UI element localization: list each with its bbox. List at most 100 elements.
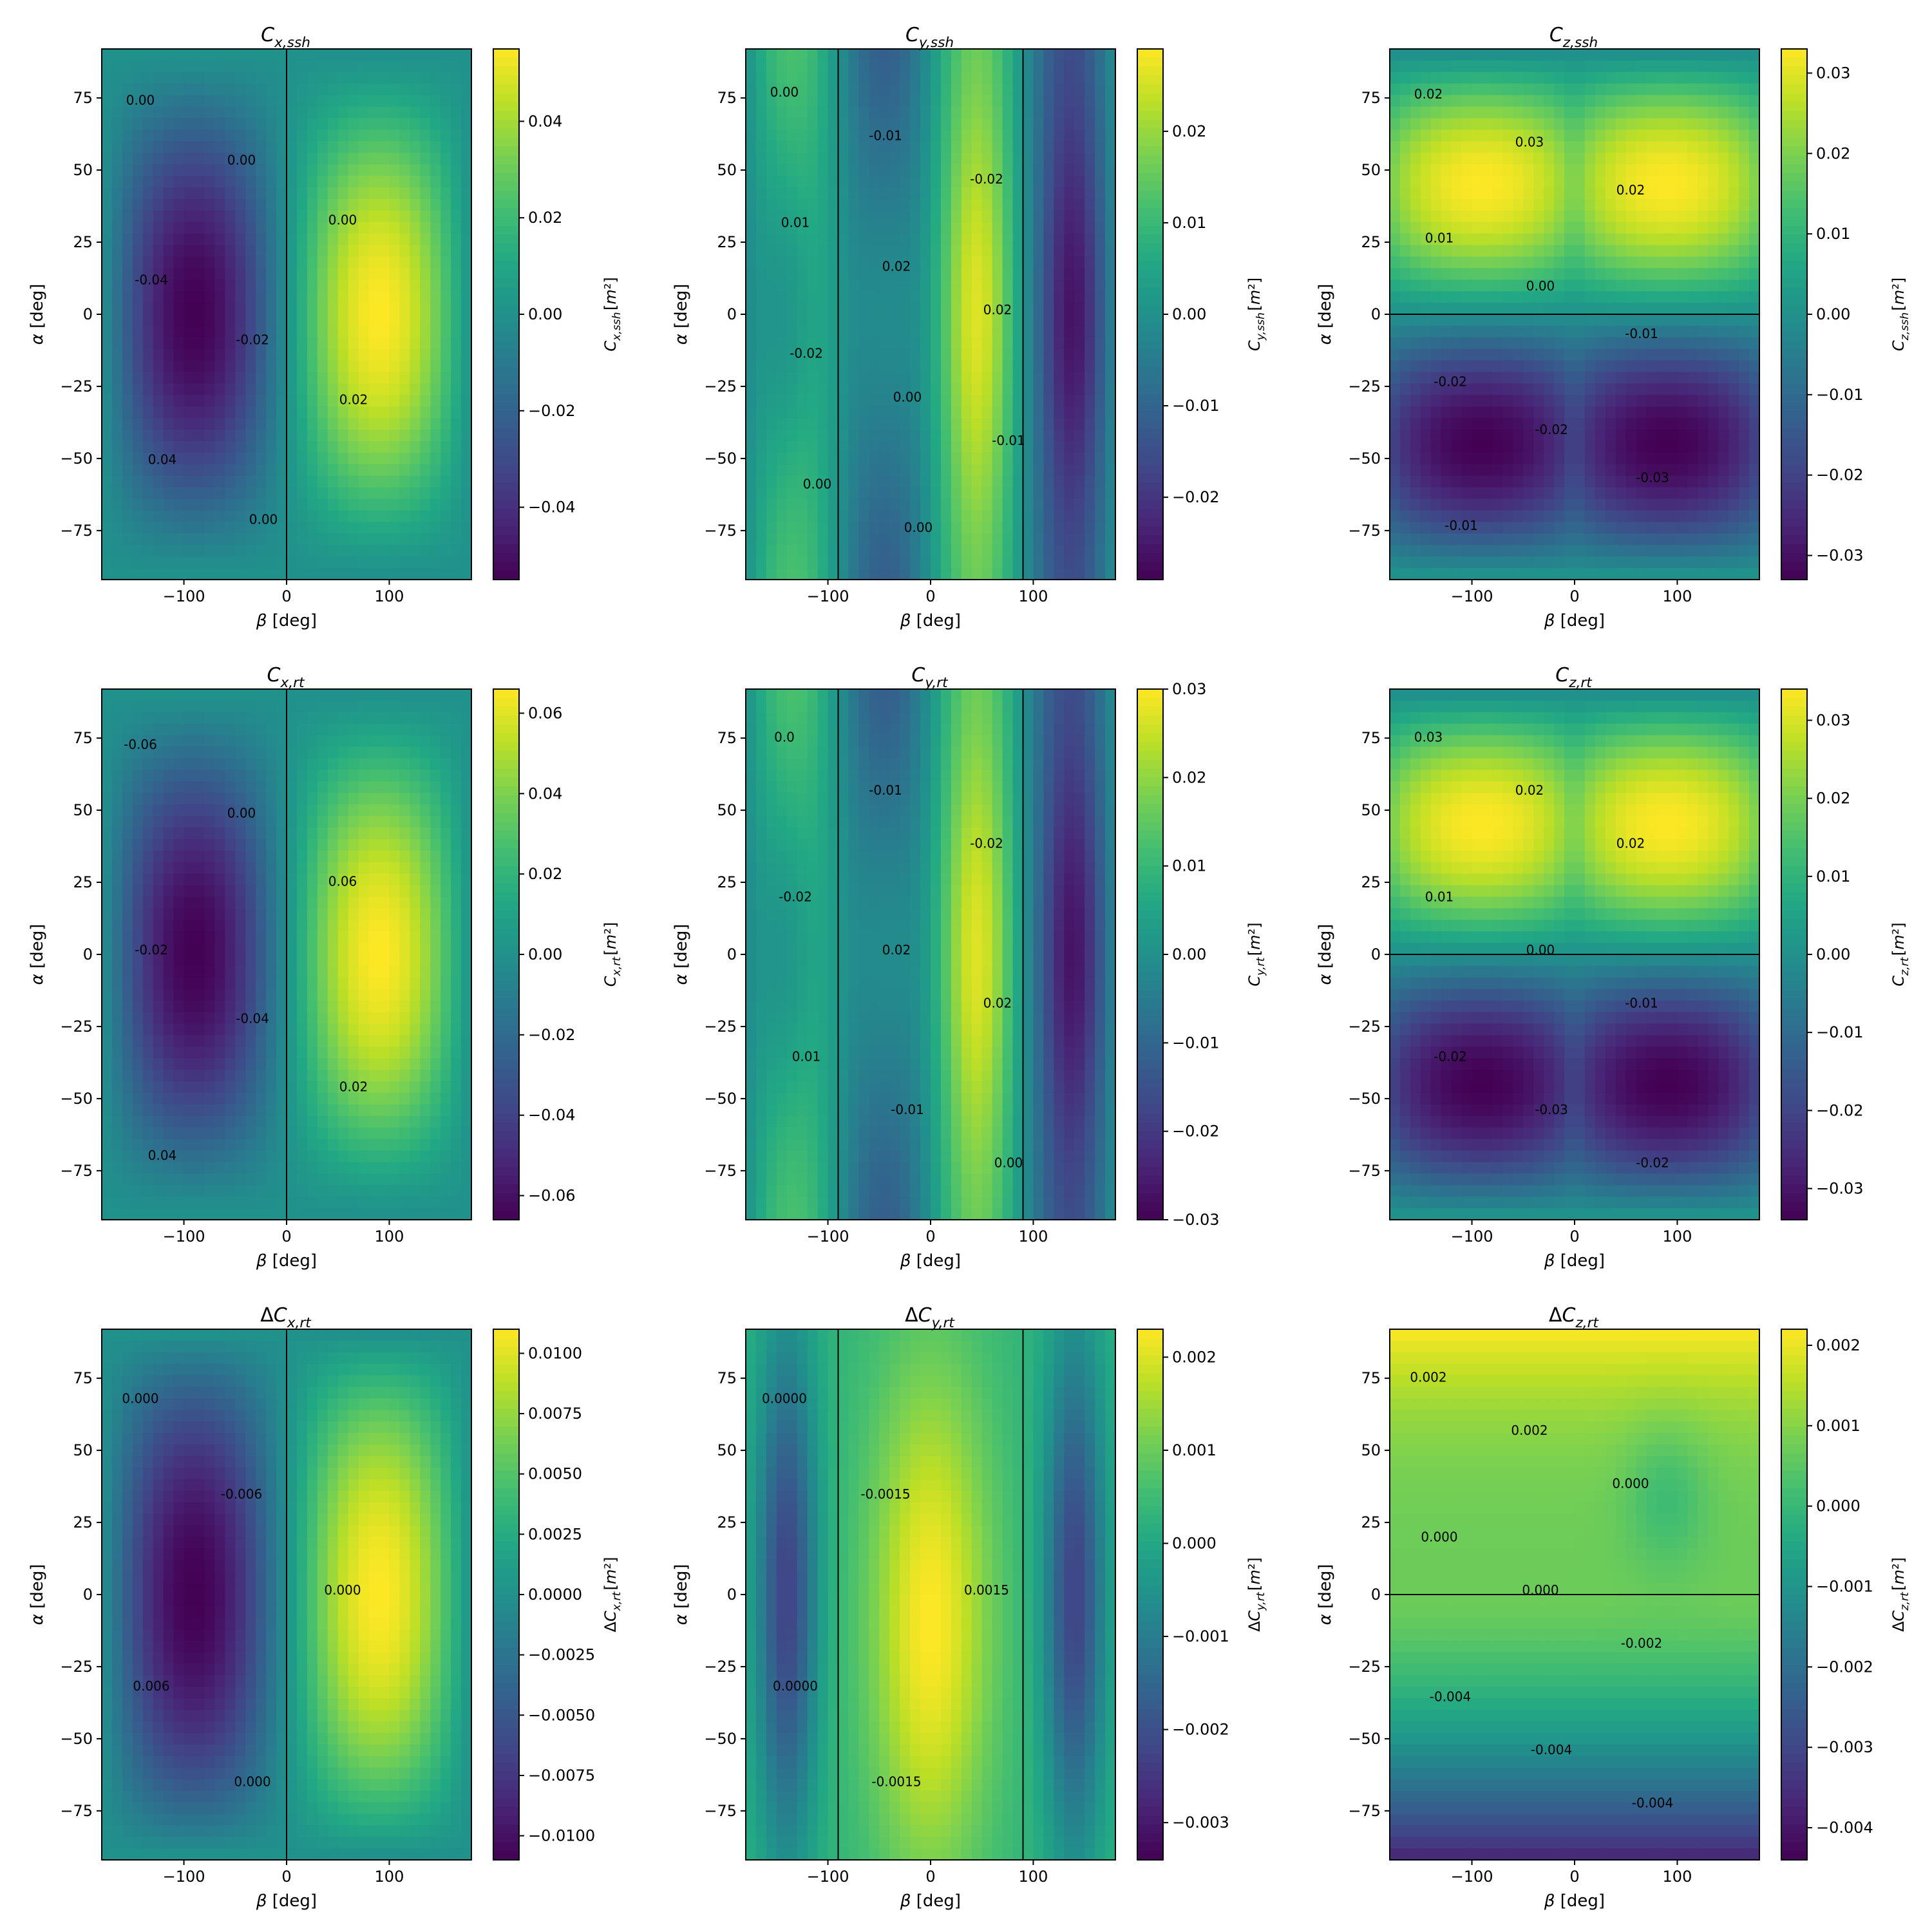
heatmap-cell xyxy=(204,418,215,430)
heatmap-cell xyxy=(410,475,421,488)
heatmap-cell xyxy=(440,430,451,442)
heatmap-cell xyxy=(358,348,370,361)
heatmap-cell xyxy=(153,49,164,61)
heatmap-cell xyxy=(1482,164,1493,176)
heatmap-cell xyxy=(163,60,175,73)
heatmap-cell xyxy=(931,360,942,373)
heatmap-cell xyxy=(797,153,808,165)
heatmap-cell xyxy=(1584,452,1596,465)
heatmap-cell xyxy=(451,348,462,361)
heatmap-cell xyxy=(102,498,113,511)
heatmap-cell xyxy=(451,475,462,488)
colorbar-segment xyxy=(1137,155,1163,165)
heatmap-cell xyxy=(776,222,788,234)
heatmap-cell xyxy=(961,337,972,350)
heatmap-cell xyxy=(1074,60,1085,73)
heatmap-cell xyxy=(951,475,962,488)
heatmap-cell xyxy=(276,222,287,234)
heatmap-cell xyxy=(1615,83,1627,96)
heatmap-cell xyxy=(410,430,421,442)
heatmap-cell xyxy=(961,153,972,165)
heatmap-cell xyxy=(910,568,921,580)
heatmap-cell xyxy=(399,222,410,234)
heatmap-cell xyxy=(1544,222,1555,234)
heatmap-cell xyxy=(1033,533,1044,545)
heatmap-cell xyxy=(430,291,441,303)
heatmap-cell xyxy=(1390,533,1401,545)
heatmap-cell xyxy=(440,95,451,108)
heatmap-cell xyxy=(1023,268,1034,280)
heatmap-cell xyxy=(1615,153,1627,165)
heatmap-cell xyxy=(1625,187,1637,200)
heatmap-cell xyxy=(1677,383,1688,395)
heatmap-cell xyxy=(451,164,462,176)
heatmap-cell xyxy=(184,210,195,223)
heatmap-cell xyxy=(1033,129,1044,142)
heatmap-cell xyxy=(358,71,370,84)
heatmap-cell xyxy=(971,60,983,73)
heatmap-cell xyxy=(327,279,339,292)
heatmap-cell xyxy=(214,522,225,534)
heatmap-cell xyxy=(1708,129,1719,142)
heatmap-cell xyxy=(1084,487,1095,500)
heatmap-cell xyxy=(307,418,318,430)
heatmap-cell xyxy=(1667,475,1678,488)
heatmap-cell xyxy=(122,372,133,384)
heatmap-cell xyxy=(194,498,205,511)
heatmap-cell xyxy=(420,83,431,96)
heatmap-cell xyxy=(1554,348,1565,361)
colorbar-segment xyxy=(1137,296,1163,306)
heatmap-cell xyxy=(1399,498,1411,511)
heatmap-cell xyxy=(153,106,164,119)
heatmap-cell xyxy=(132,406,144,419)
heatmap-cell xyxy=(348,406,359,419)
heatmap-cell xyxy=(1636,268,1647,280)
heatmap-cell xyxy=(879,475,890,488)
heatmap-cell xyxy=(786,141,798,153)
heatmap-cell xyxy=(971,95,983,108)
heatmap-cell xyxy=(1043,556,1054,569)
heatmap-cell xyxy=(1430,279,1442,292)
heatmap-cell xyxy=(1492,291,1503,303)
heatmap-cell xyxy=(1523,314,1534,327)
heatmap-cell xyxy=(920,153,931,165)
heatmap-cell xyxy=(951,395,962,407)
heatmap-cell xyxy=(992,95,1003,108)
heatmap-cell xyxy=(838,303,849,315)
heatmap-cell xyxy=(1646,153,1658,165)
heatmap-cell xyxy=(1687,176,1698,188)
heatmap-cell xyxy=(1625,556,1637,569)
heatmap-cell xyxy=(1033,291,1044,303)
heatmap-cell xyxy=(1687,291,1698,303)
heatmap-cell xyxy=(368,430,380,442)
heatmap-cell xyxy=(746,441,757,453)
heatmap-cell xyxy=(389,498,400,511)
heatmap-cell xyxy=(1584,325,1596,338)
heatmap-cell xyxy=(337,475,349,488)
heatmap-cell xyxy=(163,141,175,153)
contour-label: 0.02 xyxy=(882,258,911,274)
heatmap-cell xyxy=(817,222,829,234)
heatmap-cell xyxy=(256,49,267,61)
heatmap-cell xyxy=(204,164,215,176)
heatmap-cell xyxy=(1023,71,1034,84)
heatmap-cell xyxy=(337,279,349,292)
heatmap-cell xyxy=(1687,279,1698,292)
heatmap-cell xyxy=(1420,383,1432,395)
colorbar-segment xyxy=(493,447,519,457)
heatmap-cell xyxy=(348,279,359,292)
heatmap-cell xyxy=(1554,441,1565,453)
heatmap-cell xyxy=(235,545,246,557)
heatmap-cell xyxy=(1002,395,1014,407)
heatmap-cell xyxy=(1625,49,1637,61)
heatmap-cell xyxy=(1533,268,1544,280)
heatmap-cell xyxy=(194,452,205,465)
heatmap-cell xyxy=(1430,176,1442,188)
heatmap-cell xyxy=(266,430,277,442)
heatmap-cell xyxy=(766,222,777,234)
heatmap-cell xyxy=(184,164,195,176)
heatmap-cell xyxy=(1575,475,1586,488)
heatmap-cell xyxy=(399,452,410,465)
heatmap-cell xyxy=(1513,522,1524,534)
heatmap-cell xyxy=(1544,153,1555,165)
